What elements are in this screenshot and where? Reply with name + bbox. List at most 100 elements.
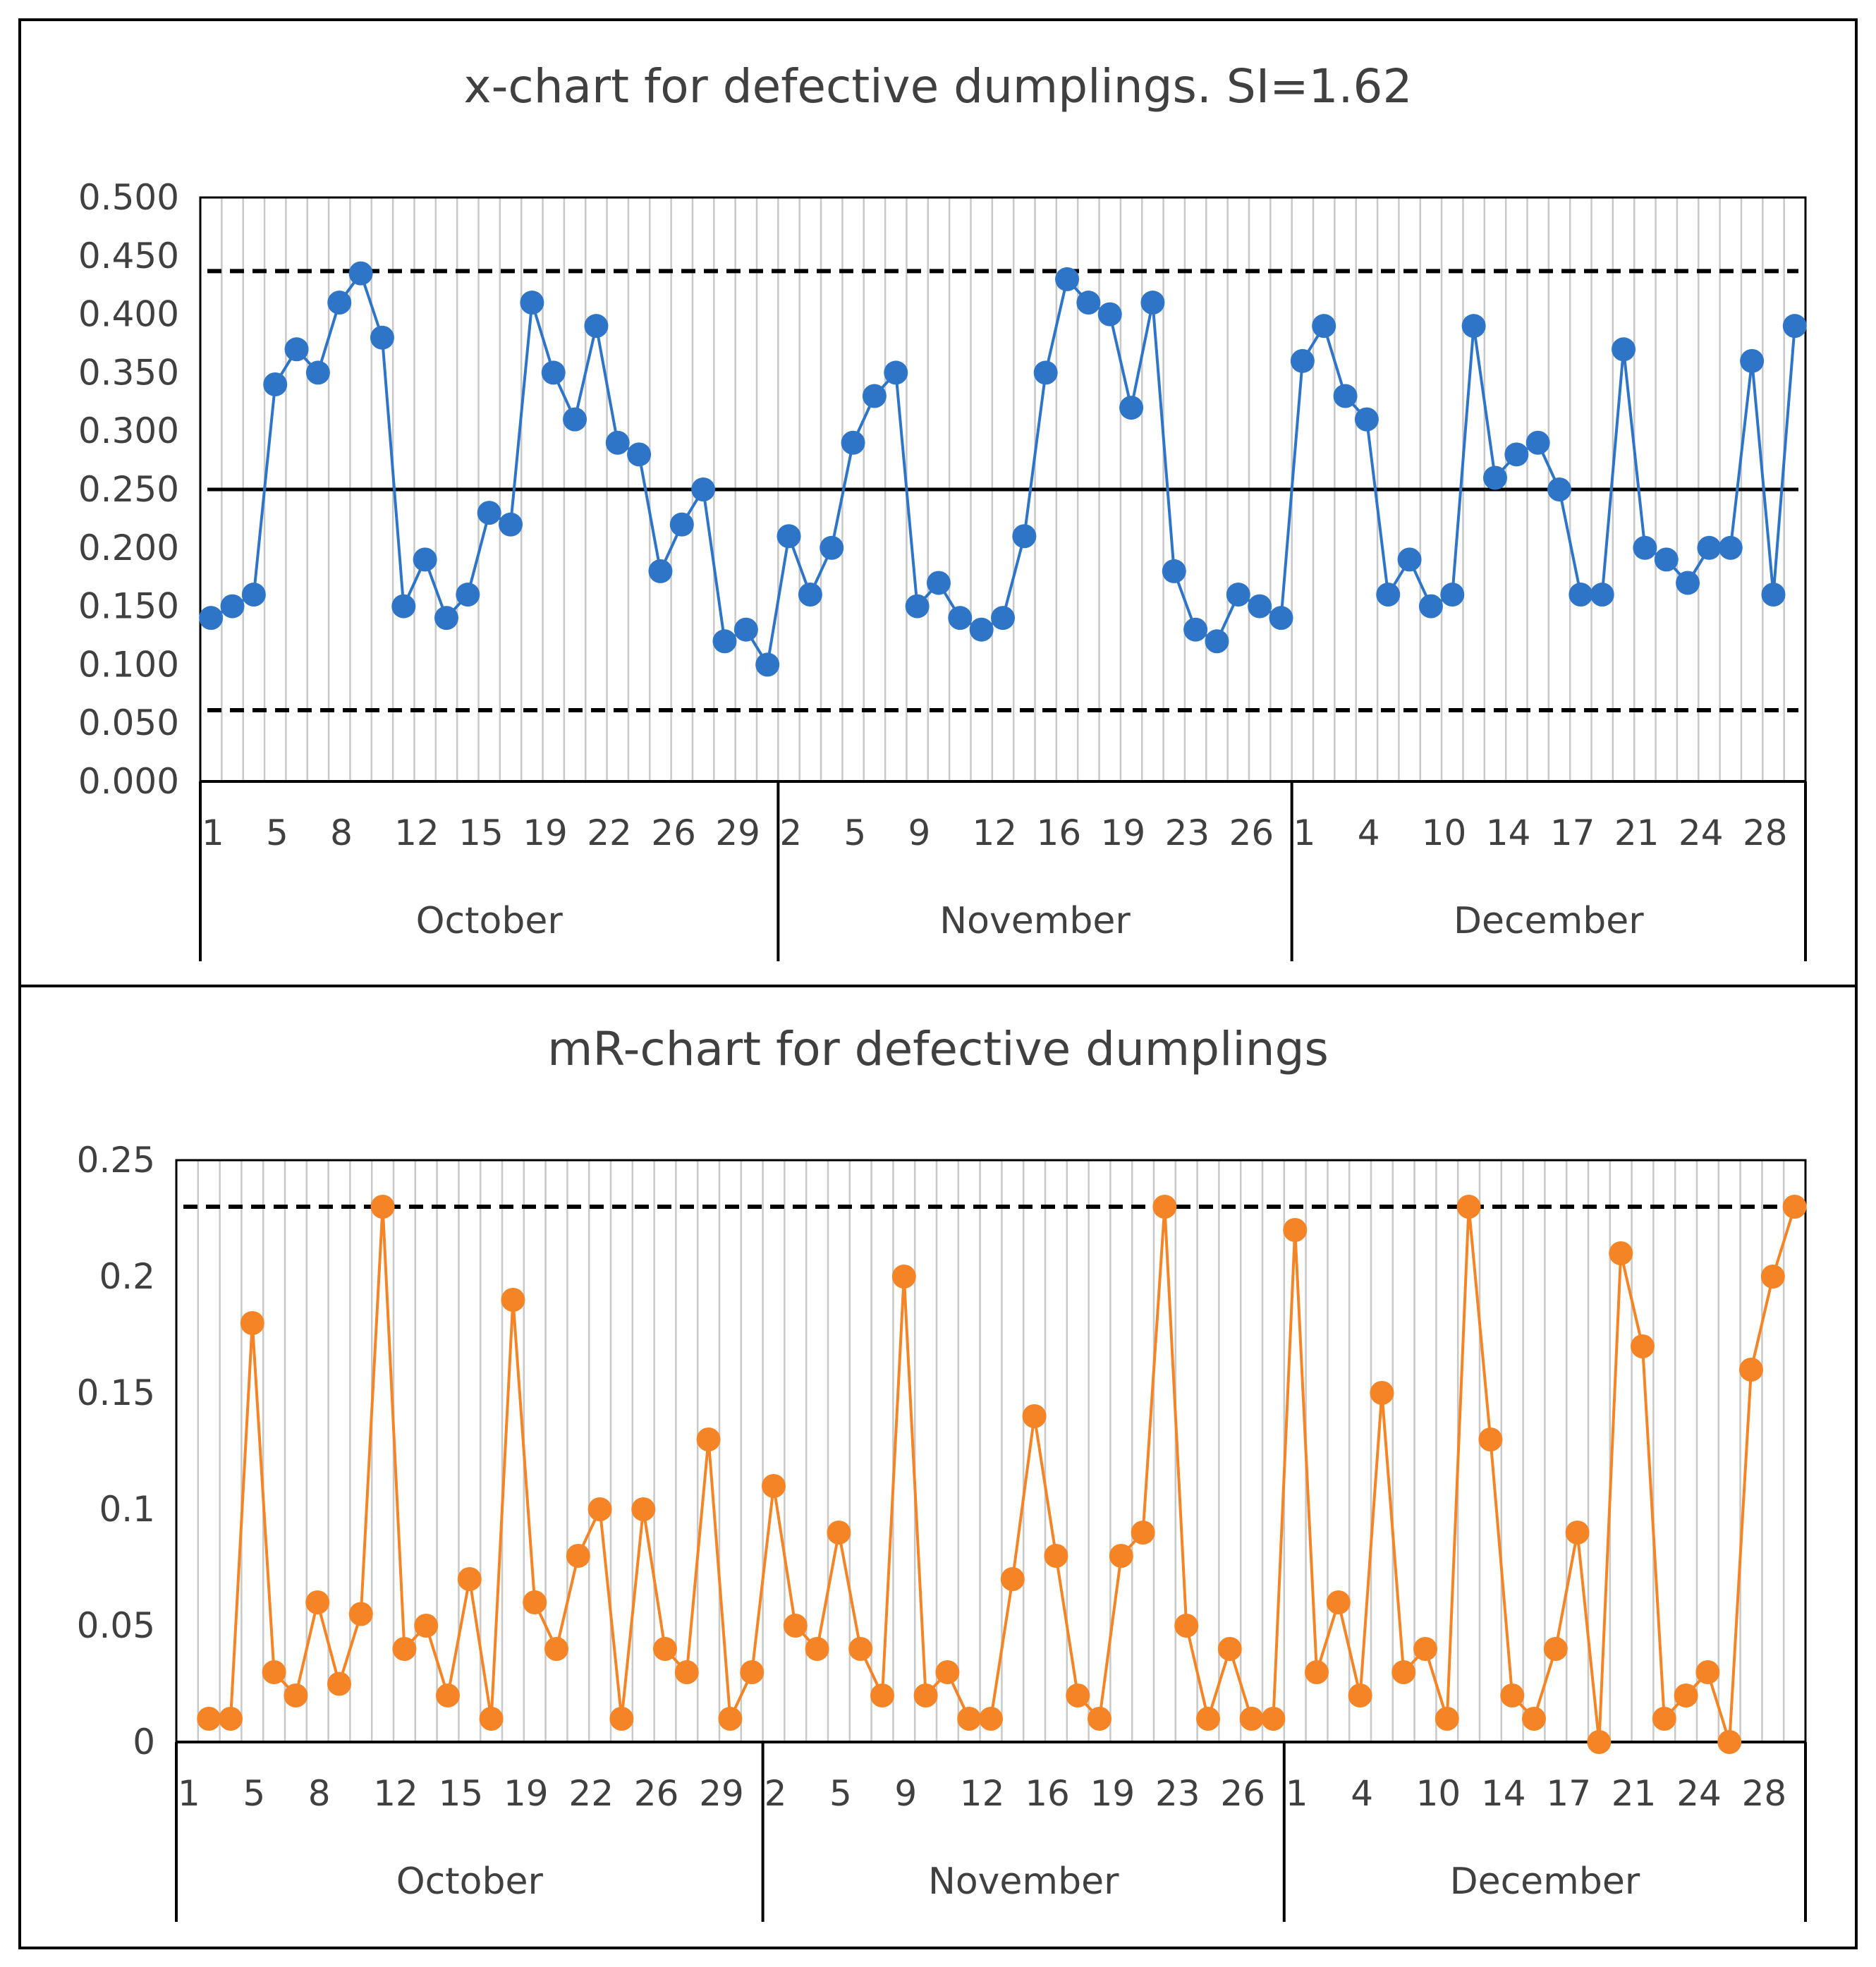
x-chart-data-point: [712, 629, 737, 654]
mr-chart-data-point: [1413, 1637, 1437, 1661]
x-chart-ytick-label: 0.250: [78, 469, 179, 510]
x-chart-xtick-label: 22: [587, 812, 632, 853]
mr-chart-data-point: [891, 1265, 916, 1289]
x-chart-data-point: [199, 606, 224, 631]
mr-chart-xtick-label: 19: [1090, 1773, 1135, 1814]
mr-chart-xtick-label: 28: [1742, 1773, 1787, 1814]
x-chart-xtick-label: 8: [330, 812, 353, 853]
mr-chart-data-point: [1391, 1660, 1416, 1684]
x-chart-data-point: [348, 261, 373, 286]
x-chart-ytick-label: 0.400: [78, 294, 179, 335]
mr-chart-data-point: [1652, 1707, 1676, 1731]
mr-chart-data-point: [414, 1614, 439, 1638]
x-chart-xtick-label: 19: [1101, 812, 1146, 853]
x-chart-data-point: [1290, 348, 1315, 373]
x-chart-data-point: [776, 524, 801, 549]
mr-chart-data-point: [501, 1288, 525, 1312]
mr-chart-data-point: [653, 1637, 677, 1661]
x-chart-data-point: [948, 606, 973, 631]
x-chart-data-point: [862, 384, 887, 408]
x-chart-data-point: [926, 571, 951, 595]
mr-chart-data-point: [740, 1660, 765, 1684]
mr-chart-data-point: [457, 1567, 482, 1591]
mr-chart-data-point: [1044, 1544, 1068, 1568]
x-chart-data-point: [1440, 583, 1465, 607]
x-chart-data-point: [1226, 583, 1250, 607]
x-chart-data-point: [263, 372, 288, 396]
x-chart-xtick-label: 1: [202, 812, 224, 853]
x-chart-data-point: [1782, 314, 1807, 339]
mr-chart-data-point: [1609, 1241, 1633, 1265]
mr-chart-data-point: [1370, 1381, 1394, 1405]
mr-chart-data-point: [827, 1521, 851, 1545]
mr-chart-data-point: [1326, 1590, 1351, 1614]
x-chart-month-label: October: [416, 900, 564, 942]
mr-chart-data-point: [957, 1707, 982, 1731]
x-chart-data-point: [798, 583, 822, 607]
mr-chart-xtick-label: 17: [1546, 1773, 1591, 1814]
x-chart-data-point: [905, 594, 930, 619]
x-chart-data-point: [1525, 430, 1550, 455]
x-chart-data-point: [1205, 629, 1229, 654]
x-chart-svg: x-chart for defective dumplings. SI=1.62…: [78, 59, 1807, 961]
mr-chart-xtick-label: 9: [894, 1773, 917, 1814]
mr-chart-data-point: [1305, 1660, 1329, 1684]
x-chart-data-point: [541, 360, 566, 385]
x-chart-data-point: [563, 407, 587, 432]
mr-chart-xtick-label: 8: [308, 1773, 331, 1814]
x-chart-data-point: [1162, 559, 1186, 583]
mr-chart-xtick-label: 10: [1416, 1773, 1461, 1814]
mr-chart-data-point: [696, 1427, 721, 1451]
mr-chart-data-point: [1760, 1265, 1785, 1289]
x-chart-xtick-label: 10: [1422, 812, 1467, 853]
x-chart-data-point: [755, 652, 780, 677]
x-chart-data-point: [1590, 583, 1614, 607]
mr-chart-ytick-label: 0: [133, 1722, 155, 1762]
mr-chart-data-point: [1196, 1707, 1220, 1731]
x-chart-data-point: [391, 594, 416, 619]
mr-chart-data-point: [1174, 1614, 1199, 1638]
mr-chart-data-point: [805, 1637, 829, 1661]
x-chart-data-point: [499, 512, 523, 537]
x-chart-ytick-label: 0.000: [78, 761, 179, 802]
x-chart-data-point: [991, 606, 1015, 631]
x-chart-xtick-label: 1: [1293, 812, 1316, 853]
mr-chart-data-point: [1022, 1404, 1047, 1428]
mr-chart-xtick-label: 5: [829, 1773, 852, 1814]
mr-chart-data-point: [1066, 1683, 1090, 1707]
x-chart-data-point: [1076, 291, 1101, 315]
x-chart-xtick-label: 12: [972, 812, 1017, 853]
mr-chart-data-point: [609, 1707, 634, 1731]
mr-chart-xtick-label: 1: [1286, 1773, 1308, 1814]
mr-chart-data-point: [674, 1660, 699, 1684]
mr-chart-data-point: [587, 1497, 612, 1521]
mr-chart-ytick-label: 0.2: [99, 1256, 155, 1297]
mr-chart-ytick-label: 0.15: [77, 1372, 155, 1413]
x-chart-data-point: [1633, 535, 1657, 560]
x-chart-data-point: [1504, 442, 1529, 467]
mr-chart-ytick-label: 0.25: [77, 1140, 155, 1181]
mr-chart-data-point: [1782, 1195, 1807, 1219]
x-chart-data-point: [584, 314, 609, 339]
x-chart-panel: x-chart for defective dumplings. SI=1.62…: [18, 18, 1858, 987]
x-chart-data-point: [1569, 583, 1593, 607]
mr-chart-data-point: [1435, 1707, 1459, 1731]
mr-chart-xtick-label: 12: [960, 1773, 1005, 1814]
x-chart-data-point: [305, 360, 330, 385]
mr-chart-data-point: [979, 1707, 1003, 1731]
x-chart-xtick-label: 21: [1614, 812, 1659, 853]
mr-chart-data-point: [1217, 1637, 1242, 1661]
mr-chart-data-point: [1739, 1358, 1763, 1382]
x-chart-data-point: [241, 583, 266, 607]
x-chart-data-point: [820, 535, 844, 560]
mr-chart-data-point: [219, 1707, 243, 1731]
mr-chart-data-point: [348, 1602, 373, 1626]
x-chart-data-point: [1676, 571, 1700, 595]
mr-chart-xtick-label: 15: [439, 1773, 484, 1814]
mr-chart-data-point: [1543, 1637, 1568, 1661]
x-chart-data-point: [327, 291, 352, 315]
mr-chart-data-point: [1000, 1567, 1025, 1591]
x-chart-xtick-label: 17: [1550, 812, 1595, 853]
x-chart-data-point: [1033, 360, 1058, 385]
